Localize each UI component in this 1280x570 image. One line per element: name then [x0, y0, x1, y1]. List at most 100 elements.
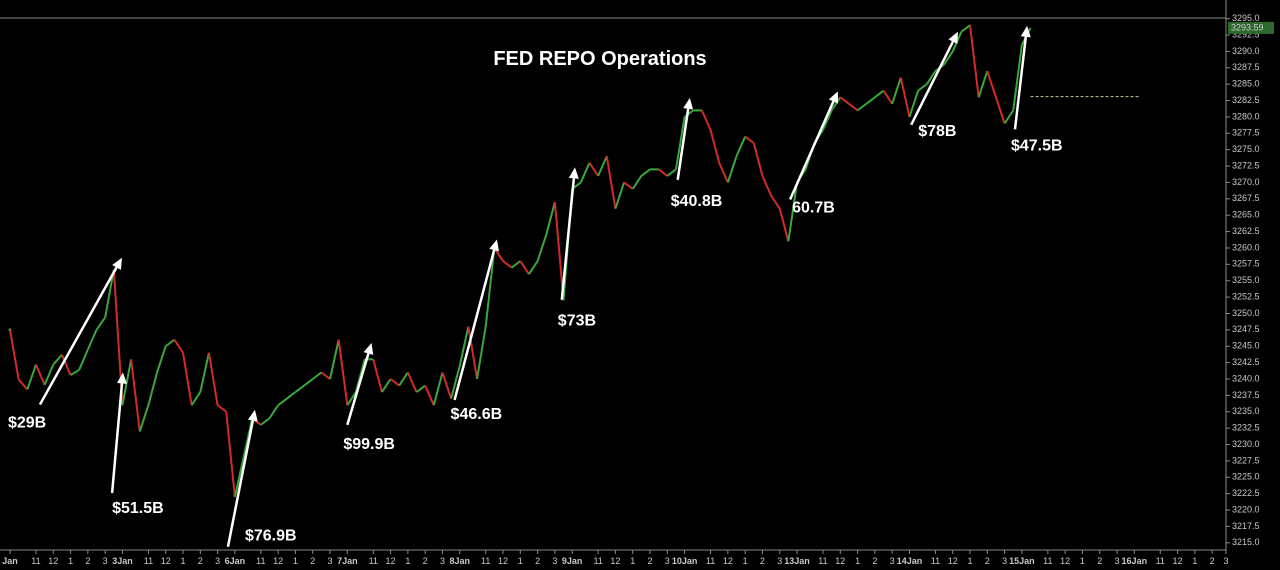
y-tick-label: 3262.5 [1232, 226, 1260, 236]
x-tick-label: 12 [1173, 556, 1183, 566]
x-tick-label: 12 [948, 556, 958, 566]
price-segment [95, 316, 106, 331]
x-tick-label: 12 [498, 556, 508, 566]
x-tick-label: 3 [552, 556, 557, 566]
price-segment [406, 372, 418, 393]
price-segment [233, 457, 245, 498]
y-tick-label: 3247.5 [1232, 324, 1260, 334]
x-tick-label: 1 [1080, 556, 1085, 566]
annotation-arrow [788, 100, 835, 200]
price-segment [104, 269, 115, 318]
price-segment [986, 70, 997, 98]
price-segment [337, 339, 349, 406]
annotation-label: $99.9B [343, 436, 395, 453]
x-tick-label: 13Jan [784, 556, 810, 566]
annotation-label: $29B [8, 415, 46, 432]
y-tick-label: 3250.0 [1232, 308, 1260, 318]
x-tick-label: 11 [31, 556, 40, 566]
annotation-label: 60.7B [792, 199, 835, 216]
price-segment [709, 129, 721, 164]
price-segment [623, 181, 634, 190]
last-price-box [1228, 21, 1274, 34]
price-segment [865, 96, 876, 105]
price-segment [718, 162, 729, 183]
price-segment [450, 365, 461, 399]
y-tick-label: 3217.5 [1232, 521, 1260, 531]
x-tick-label: 1 [68, 556, 73, 566]
x-tick-label: 12 [48, 556, 58, 566]
price-segment [147, 372, 159, 406]
y-tick-label: 3245.0 [1232, 341, 1260, 351]
y-tick-label: 3267.5 [1232, 193, 1260, 203]
price-segment [260, 417, 271, 426]
price-segment [744, 135, 755, 144]
price-segment [432, 372, 444, 406]
y-tick-label: 3260.0 [1232, 242, 1260, 252]
price-segment [268, 404, 279, 419]
y-tick-label: 3255.0 [1232, 275, 1260, 285]
annotation-label: $47.5B [1011, 137, 1063, 154]
x-tick-label: 12 [610, 556, 620, 566]
annotation-label: $51.5B [112, 500, 164, 517]
x-tick-label: 11 [481, 556, 490, 566]
price-segment [43, 364, 55, 386]
price-segment [761, 175, 773, 196]
price-segment [216, 404, 227, 413]
price-segment [190, 391, 202, 406]
price-segment [286, 391, 297, 400]
y-tick-label: 3230.0 [1232, 439, 1260, 449]
price-segment [346, 391, 357, 406]
x-tick-label: 15Jan [1009, 556, 1035, 566]
x-tick-label: 1 [518, 556, 523, 566]
annotation-arrow [560, 178, 576, 300]
annotation-label: $78B [918, 123, 956, 140]
x-tick-label: 3 [777, 556, 782, 566]
arrow-head [247, 409, 258, 422]
price-segment [545, 201, 556, 236]
price-segment [658, 168, 668, 177]
price-segment [511, 260, 521, 269]
y-tick-label: 3292.5 [1232, 29, 1260, 39]
annotation-arrow [676, 108, 690, 181]
price-segment [700, 109, 712, 131]
price-segment [78, 349, 89, 371]
x-tick-label: 11 [818, 556, 827, 566]
x-tick-label: 3 [890, 556, 895, 566]
price-segment [899, 77, 911, 118]
x-tick-label: 3 [440, 556, 445, 566]
x-tick-label: 2 [535, 556, 540, 566]
price-segment [943, 50, 954, 66]
arrow-head [568, 167, 579, 179]
x-tick-label: 1 [967, 556, 972, 566]
x-tick-label: 1 [855, 556, 860, 566]
y-tick-label: 3232.5 [1232, 423, 1260, 433]
y-tick-label: 3287.5 [1232, 62, 1260, 72]
price-segment [891, 77, 902, 105]
price-segment [640, 168, 651, 177]
x-tick-label: 14Jan [897, 556, 923, 566]
price-segment [138, 404, 150, 432]
x-tick-label: 1 [1192, 556, 1197, 566]
price-segment [605, 156, 617, 209]
price-segment [121, 359, 133, 406]
x-tick-label: 2 [198, 556, 203, 566]
annotation-arrow [346, 353, 370, 426]
y-tick-label: 3242.5 [1232, 357, 1260, 367]
y-tick-label: 3272.5 [1232, 160, 1260, 170]
x-tick-label: 2 [872, 556, 877, 566]
x-tick-label: 7Jan [337, 556, 358, 566]
price-segment [735, 136, 747, 157]
price-segment [528, 260, 539, 275]
x-tick-label: 12 [273, 556, 283, 566]
arrow-head [363, 342, 374, 355]
annotation-arrow [910, 41, 955, 126]
y-tick-label: 3222.5 [1232, 488, 1260, 498]
price-segment [995, 96, 1006, 124]
x-tick-label: 3 [103, 556, 108, 566]
price-segment [415, 384, 426, 393]
annotation-label: $46.6B [451, 406, 503, 423]
price-segment [17, 378, 29, 391]
last-price-label: 3293.59 [1231, 22, 1264, 32]
x-tick-label: 3 [1002, 556, 1007, 566]
